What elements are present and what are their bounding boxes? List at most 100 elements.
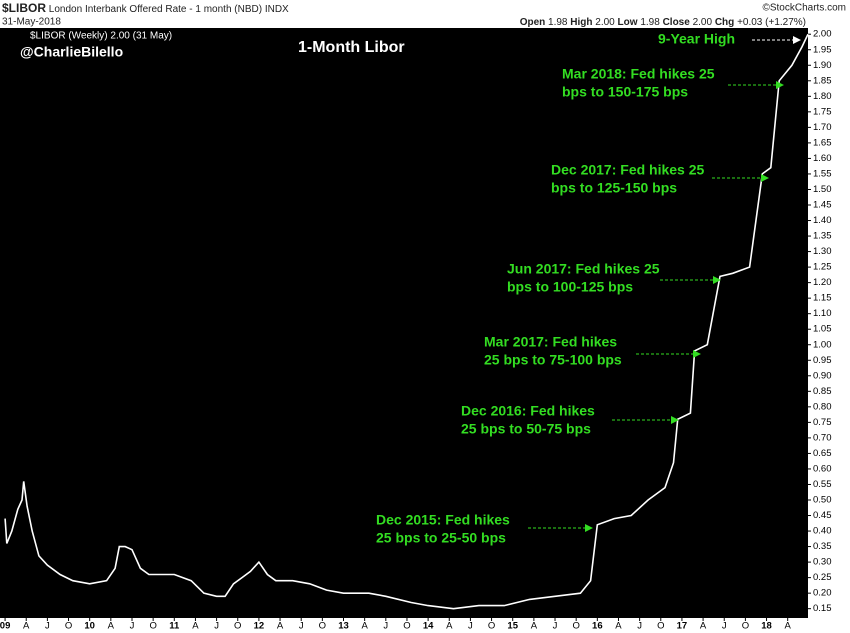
x-tick-label: A <box>446 621 453 632</box>
y-tick-label: 1.70 <box>813 122 832 133</box>
quote-value: 2.00 <box>693 17 713 28</box>
x-tick-label: A <box>700 621 707 632</box>
annotation: bps to 100-125 bps <box>507 279 633 295</box>
x-tick-label: A <box>23 621 30 632</box>
x-tick-label: O <box>65 621 72 632</box>
x-tick-label: A <box>277 621 284 632</box>
y-tick-label: 0.85 <box>813 386 832 397</box>
y-tick-label: 1.45 <box>813 200 832 211</box>
annotation: bps to 125-150 bps <box>551 180 677 196</box>
x-tick-label: A <box>785 621 792 632</box>
annotation: 25 bps to 25-50 bps <box>376 530 506 546</box>
subtitle: @CharlieBilello <box>20 44 123 60</box>
x-tick-label: 16 <box>592 621 603 632</box>
quote-value: 1.98 <box>548 17 568 28</box>
y-tick-label: 1.40 <box>813 215 832 226</box>
y-tick-label: 1.80 <box>813 91 832 102</box>
quote-label: Chg <box>715 17 734 28</box>
x-tick-label: A <box>108 621 115 632</box>
y-tick-label: 1.85 <box>813 75 832 86</box>
y-tick-label: 0.90 <box>813 370 832 381</box>
chart-title: 1-Month Libor <box>298 39 405 56</box>
description: London Interbank Offered Rate - 1 month … <box>49 4 289 15</box>
x-tick-label: J <box>45 621 50 632</box>
y-tick-label: 1.60 <box>813 153 832 164</box>
y-tick-label: 0.65 <box>813 448 832 459</box>
y-tick-label: 2.00 <box>813 29 832 40</box>
x-tick-label: O <box>572 621 579 632</box>
y-tick-label: 0.75 <box>813 417 832 428</box>
y-tick-label: 0.25 <box>813 572 832 583</box>
annotation: bps to 150-175 bps <box>562 84 688 100</box>
y-tick-label: 1.30 <box>813 246 832 257</box>
annotation: 25 bps to 75-100 bps <box>484 352 622 368</box>
quote-label: Close <box>663 17 691 28</box>
y-tick-label: 1.35 <box>813 231 832 242</box>
x-tick-label: J <box>722 621 727 632</box>
quote-label: Low <box>618 17 638 28</box>
y-tick-label: 1.75 <box>813 106 832 117</box>
x-tick-label: J <box>299 621 304 632</box>
x-tick-label: O <box>657 621 664 632</box>
x-tick-label: J <box>553 621 558 632</box>
y-tick-label: 0.15 <box>813 603 832 614</box>
x-tick-label: O <box>742 621 749 632</box>
x-tick-label: 13 <box>338 621 349 632</box>
annotation: Mar 2018: Fed hikes 25 <box>562 66 715 82</box>
annotation: Mar 2017: Fed hikes <box>484 334 617 350</box>
x-tick-label: O <box>403 621 410 632</box>
annotation: Dec 2015: Fed hikes <box>376 512 510 528</box>
x-tick-label: O <box>234 621 241 632</box>
x-tick-label: J <box>637 621 642 632</box>
y-tick-label: 1.95 <box>813 44 832 55</box>
y-tick-label: 0.55 <box>813 479 832 490</box>
x-tick-label: 11 <box>169 621 180 632</box>
y-tick-label: 1.15 <box>813 293 832 304</box>
y-tick-label: 1.00 <box>813 339 832 350</box>
quote-label: High <box>570 17 592 28</box>
y-tick-label: 1.65 <box>813 137 832 148</box>
y-tick-label: 0.50 <box>813 495 832 506</box>
quote-label: Open <box>520 17 546 28</box>
annotation: 25 bps to 50-75 bps <box>461 421 591 437</box>
annotation: Jun 2017: Fed hikes 25 <box>507 261 660 277</box>
x-tick-label: 17 <box>677 621 688 632</box>
x-tick-label: 12 <box>254 621 265 632</box>
y-tick-label: 0.95 <box>813 355 832 366</box>
x-tick-label: 09 <box>0 621 10 632</box>
quote-value: 1.98 <box>640 17 660 28</box>
x-tick-label: J <box>130 621 135 632</box>
x-tick-label: O <box>319 621 326 632</box>
x-tick-label: J <box>214 621 219 632</box>
y-tick-label: 0.40 <box>813 526 832 537</box>
header-line: $LIBOR London Interbank Offered Rate - 1… <box>2 1 289 15</box>
date: 31-May-2018 <box>2 17 61 28</box>
quote-value: +0.03 (+1.27%) <box>737 17 806 28</box>
quote: Open 1.98 High 2.00 Low 1.98 Close 2.00 … <box>520 17 806 28</box>
y-tick-label: 1.25 <box>813 262 832 273</box>
x-tick-label: 15 <box>507 621 518 632</box>
x-tick-label: 18 <box>761 621 772 632</box>
x-tick-label: A <box>192 621 199 632</box>
y-tick-label: 0.30 <box>813 557 832 568</box>
y-tick-label: 0.35 <box>813 541 832 552</box>
plot-area <box>0 28 808 618</box>
x-tick-label: 10 <box>84 621 95 632</box>
y-tick-label: 0.60 <box>813 463 832 474</box>
annotation: Dec 2016: Fed hikes <box>461 403 595 419</box>
line <box>4 33 809 610</box>
x-tick-label: O <box>149 621 156 632</box>
legend: $LIBOR (Weekly) 2.00 (31 May) <box>30 31 172 42</box>
y-tick-label: 1.90 <box>813 60 832 71</box>
y-tick-label: 0.45 <box>813 510 832 521</box>
y-tick-label: 1.55 <box>813 168 832 179</box>
y-tick-label: 0.80 <box>813 401 832 412</box>
x-tick-label: A <box>531 621 538 632</box>
symbol: $LIBOR <box>2 1 46 15</box>
y-tick-label: 1.10 <box>813 308 832 319</box>
y-tick-label: 1.20 <box>813 277 832 288</box>
source: ©StockCharts.com <box>762 3 846 14</box>
y-tick-label: 0.20 <box>813 588 832 599</box>
